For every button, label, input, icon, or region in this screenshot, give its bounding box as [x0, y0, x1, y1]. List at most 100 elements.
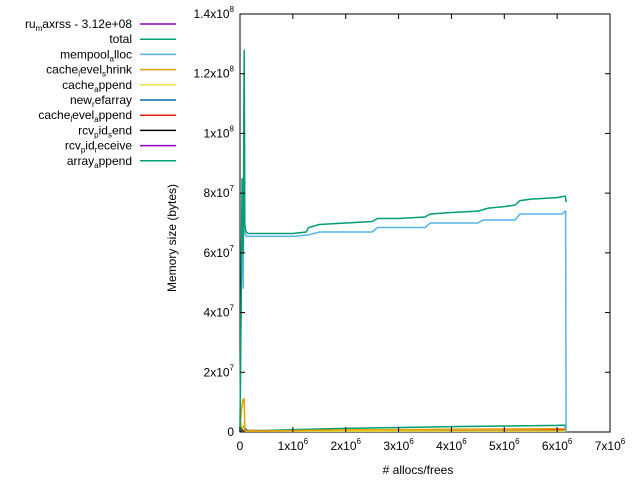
legend-label-part: cache: [62, 78, 94, 92]
y-tick-exponent: 8: [230, 5, 235, 14]
x-tick-label: 7x106: [595, 437, 626, 453]
plot-frame: [239, 13, 611, 433]
x-tick-exponent: 6: [568, 437, 573, 446]
y-tick-exponent: 7: [230, 363, 235, 372]
y-tick-label: 8x107: [204, 184, 235, 200]
legend-label-new_refarray: newrefarray: [70, 93, 132, 109]
legend-label-part: s: [108, 130, 112, 139]
legend-label-total: total: [109, 32, 132, 46]
legend-label-part: ppend: [99, 78, 132, 92]
legend-label-part: s: [102, 70, 106, 79]
x-tick-mantissa: 5x10: [489, 439, 515, 453]
y-tick-mantissa: 2x10: [204, 365, 230, 379]
plot-area: 0 1x106 2x106 3x106 4x106 5x106 6x106 7x10602x1…: [194, 5, 626, 453]
legend-label-part: id: [99, 123, 108, 137]
series-layer: [239, 49, 567, 433]
axes: 0 1x106 2x106 3x106 4x106 5x106 6x106 7x10602x1…: [194, 5, 626, 453]
series-line-total: [239, 49, 567, 433]
legend-label-part: a: [110, 54, 115, 63]
x-tick-mantissa: 0: [237, 439, 244, 453]
legend-label-part: hrink: [106, 63, 133, 77]
y-axis-label: Memory size (bytes): [165, 184, 179, 292]
legend-label-part: rcv: [65, 139, 81, 153]
x-tick-label: 0: [237, 439, 244, 453]
y-tick-exponent: 7: [230, 244, 235, 253]
y-tick-mantissa: 8x10: [204, 186, 230, 200]
y-tick-label: 1.2x108: [194, 65, 235, 81]
legend-label-part: ppend: [99, 108, 132, 122]
y-tick-label: 6x107: [204, 244, 235, 260]
legend-label-part: ppend: [99, 154, 132, 168]
legend-label-part: a: [94, 115, 99, 124]
y-tick-label: 1x108: [204, 124, 235, 140]
y-tick-mantissa: 6x10: [204, 246, 230, 260]
x-tick-mantissa: 2x10: [330, 439, 356, 453]
legend-label-part: p: [94, 130, 99, 139]
x-tick-mantissa: 7x10: [595, 439, 621, 453]
x-tick-label: 1x106: [278, 437, 309, 453]
y-tick-mantissa: 1.4x10: [194, 7, 230, 21]
y-tick-mantissa: 1.2x10: [194, 67, 230, 81]
legend-label-part: mempool: [60, 47, 109, 61]
y-tick-exponent: 8: [230, 65, 235, 74]
x-tick-exponent: 6: [409, 437, 414, 446]
x-tick-exponent: 6: [304, 437, 309, 446]
legend-label-part: end: [112, 123, 132, 137]
x-tick-mantissa: 3x10: [383, 439, 409, 453]
y-tick-label: 1.4x108: [194, 5, 235, 21]
legend-label-part: array: [67, 154, 94, 168]
y-tick-label: 2x107: [204, 363, 235, 379]
x-tick-label: 6x106: [542, 437, 573, 453]
x-tick-label: 4x106: [436, 437, 467, 453]
legend-label-part: lloc: [114, 47, 132, 61]
x-tick-label: 3x106: [383, 437, 414, 453]
x-tick-exponent: 6: [357, 437, 362, 446]
y-tick-mantissa: 1x10: [204, 126, 230, 140]
legend-label-part: evel: [80, 63, 102, 77]
x-tick-exponent: 6: [621, 437, 626, 446]
y-tick-mantissa: 0: [227, 425, 234, 439]
y-tick-exponent: 7: [230, 304, 235, 313]
legend-label-part: r: [92, 100, 95, 109]
legend-label-part: p: [81, 146, 86, 155]
legend-label-part: m: [36, 24, 43, 33]
y-tick-exponent: 7: [230, 184, 235, 193]
legend-label-array_append: arrayappend: [67, 154, 132, 170]
legend-label-part: new: [70, 93, 92, 107]
legend-label-part: a: [94, 85, 99, 94]
legend-label-part: efarray: [95, 93, 132, 107]
legend-label-part: eceive: [97, 139, 132, 153]
y-tick-exponent: 8: [230, 124, 235, 133]
legend-label-part: cache: [46, 63, 78, 77]
legend-label-rcv_pid_receive: rcvpidreceive: [65, 139, 132, 155]
legend-label-part: r: [95, 146, 98, 155]
legend-label-part: axrss - 3.12e+08: [42, 17, 132, 31]
legend-label-cache_level_shrink: cachelevelshrink: [46, 63, 133, 79]
legend-label-part: ru: [25, 17, 36, 31]
y-tick-mantissa: 4x10: [204, 306, 230, 320]
x-tick-exponent: 6: [462, 437, 467, 446]
y-tick-label: 0: [227, 425, 234, 439]
legend-label-part: id: [85, 139, 94, 153]
x-tick-exponent: 6: [515, 437, 520, 446]
legend-label-mempool_alloc: mempoolalloc: [60, 47, 132, 63]
legend-label-part: rcv: [78, 123, 94, 137]
x-axis-label: # allocs/frees: [383, 463, 454, 477]
legend-label-part: l: [78, 70, 80, 79]
legend-label-rcv_pid_send: rcvpidsend: [78, 123, 132, 139]
legend-label-part: cache: [38, 108, 70, 122]
x-tick-mantissa: 1x10: [278, 439, 304, 453]
legend-label-part: evel: [72, 108, 94, 122]
legend-label-part: total: [109, 32, 132, 46]
x-tick-mantissa: 6x10: [542, 439, 568, 453]
series-line-mempool_alloc: [239, 73, 567, 433]
x-tick-label: 5x106: [489, 437, 520, 453]
y-tick-label: 4x107: [204, 304, 235, 320]
legend-label-part: l: [70, 115, 72, 124]
x-tick-mantissa: 4x10: [436, 439, 462, 453]
legend-label-part: a: [94, 161, 99, 170]
x-tick-label: 2x106: [330, 437, 361, 453]
legend-label-cache_level_append: cachelevelappend: [38, 108, 132, 124]
legend: rumaxrss - 3.12e+08totalmempoolalloccach…: [25, 17, 176, 170]
